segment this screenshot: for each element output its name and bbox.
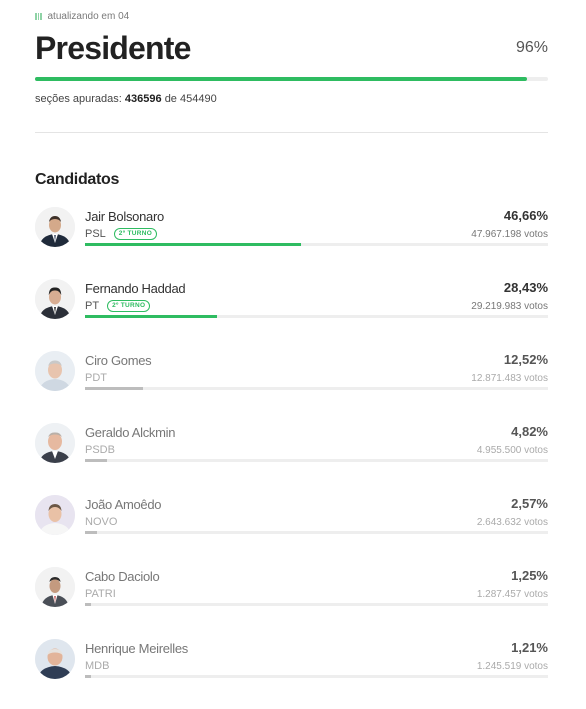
candidate-vote-bar-fill xyxy=(85,603,91,606)
candidate-row[interactable]: Fernando Haddad PT 2º TURNO 28,43% 29.219.98… xyxy=(35,279,548,329)
candidate-avatar xyxy=(35,279,75,319)
counting-progress-fill xyxy=(35,77,528,81)
page-title: Presidente xyxy=(35,30,191,66)
candidate-percent: 2,57% xyxy=(511,496,548,511)
candidate-votes: 1.245.519 votos xyxy=(476,661,548,672)
candidate-avatar xyxy=(35,495,75,535)
candidate-vote-bar xyxy=(85,243,548,246)
party-label: PATRI xyxy=(85,588,116,600)
candidate-vote-bar xyxy=(85,315,548,318)
candidate-name: Henrique Meirelles xyxy=(85,641,188,656)
percent-counted: 96% xyxy=(515,39,548,56)
party-label: PSDB xyxy=(85,444,115,456)
candidate-row[interactable]: Cabo Daciolo PATRI 1,25% 1.287.457 votos xyxy=(35,567,548,617)
candidate-name: Geraldo Alckmin xyxy=(85,425,176,440)
candidate-party: PT 2º TURNO xyxy=(85,300,151,312)
divider xyxy=(35,132,548,133)
candidate-avatar xyxy=(35,639,75,679)
candidate-votes: 29.219.983 votos xyxy=(471,301,548,312)
candidate-percent: 1,21% xyxy=(511,640,548,655)
candidate-party: PATRI xyxy=(85,588,116,600)
second-round-badge: 2º TURNO xyxy=(113,228,158,240)
candidate-percent: 1,25% xyxy=(511,568,548,583)
candidate-name: João Amoêdo xyxy=(85,497,162,512)
candidate-party: PSL 2º TURNO xyxy=(85,228,158,240)
candidate-percent: 12,52% xyxy=(503,352,548,367)
counting-progress-bar xyxy=(35,77,548,81)
candidate-name: Jair Bolsonaro xyxy=(85,209,164,224)
candidate-percent: 4,82% xyxy=(511,424,548,439)
live-indicator-icon xyxy=(35,13,42,20)
candidate-avatar xyxy=(35,207,75,247)
candidate-row[interactable]: Ciro Gomes PDT 12,52% 12.871.483 votos xyxy=(35,351,548,401)
candidate-votes: 1.287.457 votos xyxy=(476,589,548,600)
candidate-vote-bar xyxy=(85,387,548,390)
candidate-party: NOVO xyxy=(85,516,117,528)
candidate-party: PDT xyxy=(85,372,107,384)
candidate-vote-bar-fill xyxy=(85,459,108,462)
candidates-heading: Candidatos xyxy=(35,171,120,188)
sections-label: seções apuradas: xyxy=(35,93,122,105)
candidate-vote-bar-fill xyxy=(85,675,91,678)
party-label: MDB xyxy=(85,660,110,672)
candidate-percent: 46,66% xyxy=(503,208,548,223)
candidate-vote-bar-fill xyxy=(85,315,217,318)
candidate-avatar xyxy=(35,351,75,391)
candidate-vote-bar-fill xyxy=(85,243,302,246)
party-label: NOVO xyxy=(85,516,118,528)
candidate-row[interactable]: Henrique Meirelles MDB 1,21% 1.245.519 voto… xyxy=(35,639,548,689)
second-round-badge: 2º TURNO xyxy=(107,300,151,312)
candidate-name: Cabo Daciolo xyxy=(85,569,160,584)
sections-of: de xyxy=(164,93,177,105)
party-label: PDT xyxy=(85,372,107,384)
sections-counted: seções apuradas: 436596 de 454490 xyxy=(35,93,217,105)
candidate-party: PSDB xyxy=(85,444,115,456)
candidate-avatar xyxy=(35,567,75,607)
candidate-votes: 47.967.198 votos xyxy=(471,229,548,240)
candidate-name: Ciro Gomes xyxy=(85,353,152,368)
candidate-row[interactable]: Geraldo Alckmin PSDB 4,82% 4.955.500 votos xyxy=(35,423,548,473)
candidate-row[interactable]: Jair Bolsonaro PSL 2º TURNO 46,66% 47.967.19… xyxy=(35,207,548,257)
candidate-votes: 4.955.500 votos xyxy=(476,445,548,456)
update-status-text: atualizando em 04 xyxy=(47,11,130,22)
candidate-vote-bar xyxy=(85,603,548,606)
candidate-vote-bar xyxy=(85,459,548,462)
candidate-votes: 12.871.483 votos xyxy=(471,373,548,384)
candidate-name: Fernando Haddad xyxy=(85,281,186,296)
candidate-vote-bar-fill xyxy=(85,387,143,390)
candidate-party: MDB xyxy=(85,660,109,672)
sections-total-value: 454490 xyxy=(180,93,217,105)
candidate-percent: 28,43% xyxy=(503,280,548,295)
candidate-vote-bar-fill xyxy=(85,531,97,534)
sections-counted-value: 436596 xyxy=(124,93,162,105)
candidate-avatar xyxy=(35,423,75,463)
candidate-vote-bar xyxy=(85,531,548,534)
candidate-votes: 2.643.632 votos xyxy=(476,517,548,528)
candidate-vote-bar xyxy=(85,675,548,678)
party-label: PT xyxy=(85,300,100,312)
candidate-row[interactable]: João Amoêdo NOVO 2,57% 2.643.632 votos xyxy=(35,495,548,545)
update-status: atualizando em 04 xyxy=(35,11,129,22)
party-label: PSL xyxy=(85,228,106,240)
